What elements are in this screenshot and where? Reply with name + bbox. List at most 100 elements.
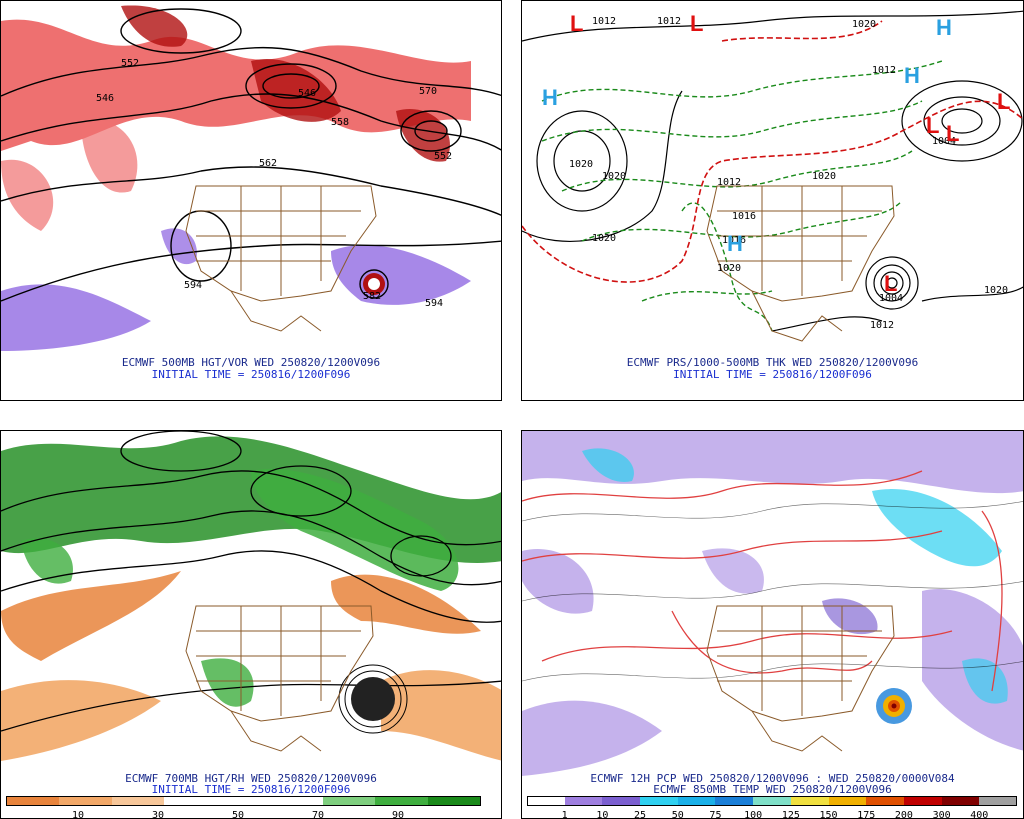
isobar-label: 1016	[732, 211, 756, 222]
political-borders	[706, 605, 895, 752]
isobar-label: 1004	[879, 293, 903, 304]
colorbar-tick-label: 125	[781, 810, 800, 819]
panel-700mb-height-rh: ECMWF 700MB HGT/RH WED 250820/1200V096 I…	[0, 430, 502, 819]
colorbar-tick-label: 200	[894, 810, 913, 819]
colorbar-segment	[564, 796, 603, 806]
isobar-label: 1020	[592, 233, 616, 244]
colorbar-segment	[111, 796, 165, 806]
low-pressure-marker: L	[884, 271, 897, 296]
panel-caption: ECMWF 12H PCP WED 250820/1200V096 : WED …	[590, 772, 955, 785]
colorbar-tick-label: 1	[561, 810, 568, 819]
contour-label: 552	[434, 151, 452, 162]
initial-time-caption: INITIAL TIME = 250816/1200F096	[151, 783, 351, 796]
high-pressure-marker: H	[542, 85, 558, 110]
colorbar-tick-label: 50	[231, 810, 245, 819]
thickness-warm-contour	[522, 20, 1023, 283]
colorbar-tick-label: 50	[671, 810, 684, 819]
pressure-labels: 1012 1012 1020 1020 1012 1020 1016 1020 …	[569, 16, 1008, 331]
colorbar-tick-label: 100	[744, 810, 763, 819]
panel-caption: ECMWF 500MB HGT/VOR WED 250820/1200V096	[121, 356, 381, 369]
low-pressure-marker: L	[690, 11, 703, 36]
colorbar-tick-label: 70	[311, 810, 325, 819]
high-pressure-marker: H	[936, 15, 952, 40]
contour-label: 570	[419, 86, 437, 97]
panel-caption-secondary: ECMWF 850MB TEMP WED 250820/1200V096	[653, 783, 892, 796]
colorbar-tick-label: 90	[391, 810, 405, 819]
colorbar-tick-label: 150	[819, 810, 838, 819]
colorbar-segment	[602, 796, 641, 806]
panel-500mb-height-vorticity: 552 546 558 570 552 546 562 594 582 594 …	[0, 0, 502, 401]
colorbar-tick-label: 75	[709, 810, 722, 819]
colorbar-segment	[164, 796, 218, 806]
precip-fill	[522, 431, 1023, 776]
colorbar-tick-label: 175	[857, 810, 876, 819]
thickness-contours	[541, 60, 943, 332]
political-borders	[185, 605, 374, 752]
colorbar-segment	[375, 796, 429, 806]
contour-label: 594	[184, 280, 202, 291]
colorbar-segment	[58, 796, 112, 806]
isobar-label: 1020	[569, 159, 593, 170]
isobar-label: 1016	[722, 235, 746, 246]
isobar-label: 1020	[717, 263, 741, 274]
isobar-label: 1012	[717, 177, 741, 188]
panel-caption: ECMWF PRS/1000-500MB THK WED 250820/1200…	[626, 356, 919, 369]
map-700mb	[1, 431, 501, 776]
isobar-label: 1012	[592, 16, 616, 27]
contour-label: 558	[331, 117, 349, 128]
colorbar-segment	[979, 796, 1017, 806]
colorbar-tick-label: 25	[634, 810, 647, 819]
rh-fill	[1, 436, 501, 761]
isobar-label: 1020	[852, 19, 876, 30]
colorbar-segment	[640, 796, 678, 806]
temperature-contours	[522, 470, 1003, 692]
initial-time-caption: INITIAL TIME = 250816/1200F096	[151, 368, 351, 381]
colorbar-segment	[428, 796, 481, 806]
contour-label: 582	[363, 291, 381, 302]
colorbar-tick-label: 10	[71, 810, 85, 819]
map-pressure: 1012 1012 1020 1020 1012 1020 1016 1020 …	[522, 1, 1023, 361]
panel-precipitation-850mb-temp: ECMWF 12H PCP WED 250820/1200V096 : WED …	[521, 430, 1024, 819]
precip-colorbar: 1 10 25 50 75 100 125 150 175 200 300 400	[522, 794, 1023, 819]
vorticity-fill	[1, 5, 471, 351]
contour-labels: 552 546 558 570 552 546 562 594 582 594	[96, 58, 452, 309]
colorbar-segment	[753, 796, 791, 806]
colorbar-tick-label: 10	[596, 810, 609, 819]
colorbar-frame	[527, 796, 1017, 806]
colorbar-tick-label: 300	[932, 810, 951, 819]
political-borders	[185, 185, 377, 332]
contour-label: 546	[96, 93, 114, 104]
rh-colorbar: 10 30 50 70 90	[1, 794, 501, 819]
high-pressure-marker: H	[904, 63, 920, 88]
colorbar-segment	[828, 796, 867, 806]
high-pressure-marker: H	[727, 231, 743, 256]
low-pressure-marker: L	[946, 121, 959, 146]
height-contours	[1, 431, 501, 732]
pressure-centers: L L L L L L H H H H	[542, 11, 1010, 296]
isobar-label: 1012	[657, 16, 681, 27]
map-precipitation	[522, 431, 1023, 776]
colorbar-frame	[6, 796, 481, 806]
low-pressure-marker: L	[997, 89, 1010, 114]
contour-label: 562	[259, 158, 277, 169]
panel-pressure-thickness: 1012 1012 1020 1020 1012 1020 1016 1020 …	[521, 0, 1024, 401]
initial-time-caption: INITIAL TIME = 250816/1200F096	[673, 368, 872, 381]
map-500mb: 552 546 558 570 552 546 562 594 582 594	[1, 1, 501, 361]
colorbar-segment	[322, 796, 376, 806]
isobar-label: 1012	[872, 65, 896, 76]
panel-caption: ECMWF 700MB HGT/RH WED 250820/1200V096	[125, 772, 377, 785]
isobars	[522, 10, 1023, 332]
isobar-label: 1020	[984, 285, 1008, 296]
isobar-label: 1012	[870, 320, 894, 331]
contour-label: 552	[121, 58, 139, 69]
colorbar-segment	[6, 796, 59, 806]
colorbar-segment	[677, 796, 716, 806]
isobar-label: 1020	[602, 171, 626, 182]
colorbar-segment	[866, 796, 904, 806]
colorbar-segment	[903, 796, 942, 806]
colorbar-segment	[790, 796, 829, 806]
contour-label: 594	[425, 298, 443, 309]
hurricane-contours	[338, 664, 408, 734]
low-pressure-marker: L	[926, 113, 939, 138]
political-borders	[706, 185, 895, 342]
